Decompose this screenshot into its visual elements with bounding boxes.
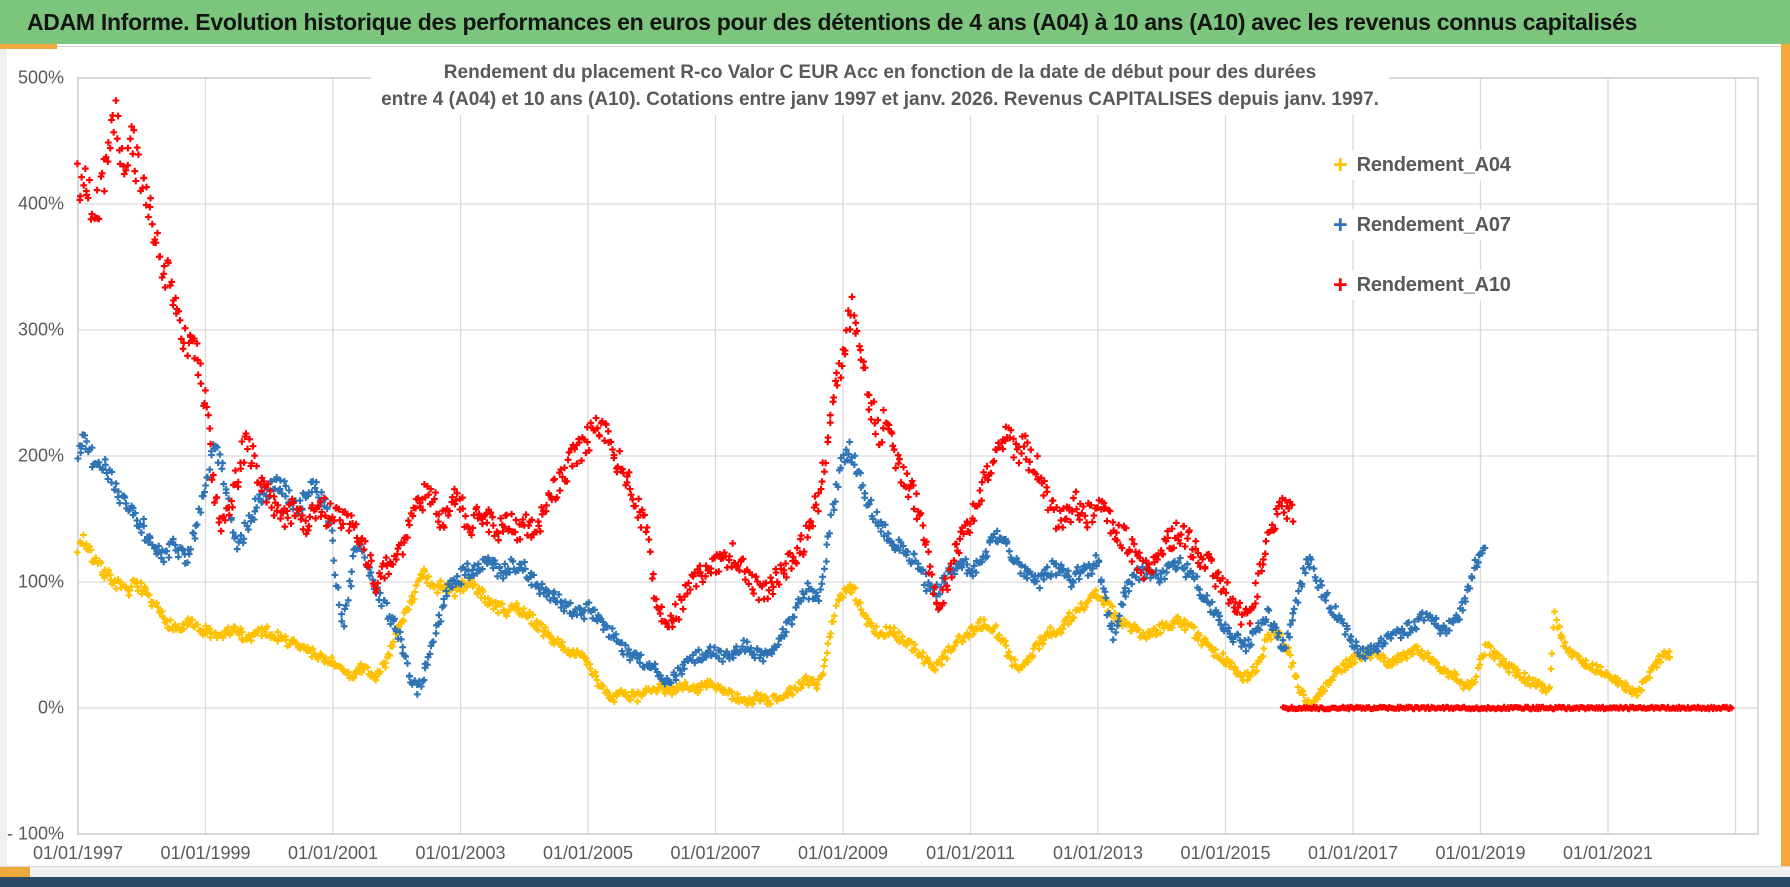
x-axis-tick-label: 01/01/1999 — [160, 843, 251, 863]
legend-item-rendement-a10[interactable]: + Rendement_A10 — [1327, 270, 1517, 300]
left-edge-strip — [0, 49, 7, 866]
gold-underline-accent — [0, 44, 57, 49]
y-axis-tick-label: 100% — [17, 571, 64, 592]
y-axis-tick-label: 200% — [17, 445, 64, 466]
plus-marker-icon: + — [1333, 211, 1348, 239]
x-axis-tick-label: 01/01/2003 — [415, 843, 506, 863]
x-axis-tick-label: 01/01/2011 — [926, 843, 1015, 863]
x-axis-tick-label: 01/01/2007 — [670, 843, 761, 863]
y-axis-tick-label: 400% — [17, 193, 64, 214]
x-axis-tick-label: 01/01/2001 — [287, 843, 379, 863]
right-gold-border — [1781, 44, 1790, 866]
scrollbar-thumb[interactable] — [0, 867, 30, 878]
header-divider-line — [57, 46, 1790, 47]
y-axis-tick-label: 500% — [17, 67, 64, 88]
x-axis-tick-label: 01/01/2005 — [542, 843, 634, 863]
series-rendement_a04[interactable] — [73, 531, 1674, 710]
legend-label: Rendement_A04 — [1356, 153, 1511, 176]
y-axis-tick-label: 300% — [17, 319, 64, 340]
legend-label: Rendement_A10 — [1356, 273, 1511, 296]
x-axis-tick-label: 01/01/1997 — [32, 843, 124, 863]
y-axis-tick-label: 0% — [37, 697, 64, 718]
series-rendement_a07[interactable] — [74, 431, 1489, 698]
legend-item-rendement-a07[interactable]: + Rendement_A07 — [1327, 210, 1517, 240]
x-axis-tick-label: 01/01/2009 — [797, 843, 889, 863]
x-axis-tick-label: 01/01/2015 — [1180, 843, 1271, 863]
header-title: ADAM Informe. Evolution historique des p… — [27, 8, 1638, 35]
horizontal-scrollbar-track[interactable] — [0, 866, 1790, 878]
chart-title-line1: Rendement du placement R-co Valor C EUR … — [443, 62, 1317, 83]
header-banner: ADAM Informe. Evolution historique des p… — [0, 0, 1790, 44]
legend-item-rendement-a04[interactable]: + Rendement_A04 — [1327, 150, 1517, 180]
plus-marker-icon: + — [1333, 151, 1348, 179]
legend-label: Rendement_A07 — [1356, 213, 1511, 236]
y-axis-tick-label: - 100% — [6, 823, 64, 844]
x-axis-tick-label: 01/01/2019 — [1435, 843, 1526, 863]
x-axis-tick-label: 01/01/2013 — [1052, 843, 1144, 863]
x-axis-tick-label: 01/01/2021 — [1562, 843, 1654, 863]
chart-title-line2: entre 4 (A04) et 10 ans (A10). Cotations… — [381, 89, 1379, 110]
chart-title[interactable]: Rendement du placement R-co Valor C EUR … — [371, 57, 1389, 115]
series-rendement_a10[interactable] — [74, 97, 1735, 713]
x-axis-tick-label: 01/01/2017 — [1307, 843, 1399, 863]
plus-marker-icon: + — [1333, 271, 1348, 299]
bottom-dark-bar — [0, 877, 1790, 887]
chart-legend: + Rendement_A04 + Rendement_A07 + Rendem… — [1327, 150, 1517, 330]
